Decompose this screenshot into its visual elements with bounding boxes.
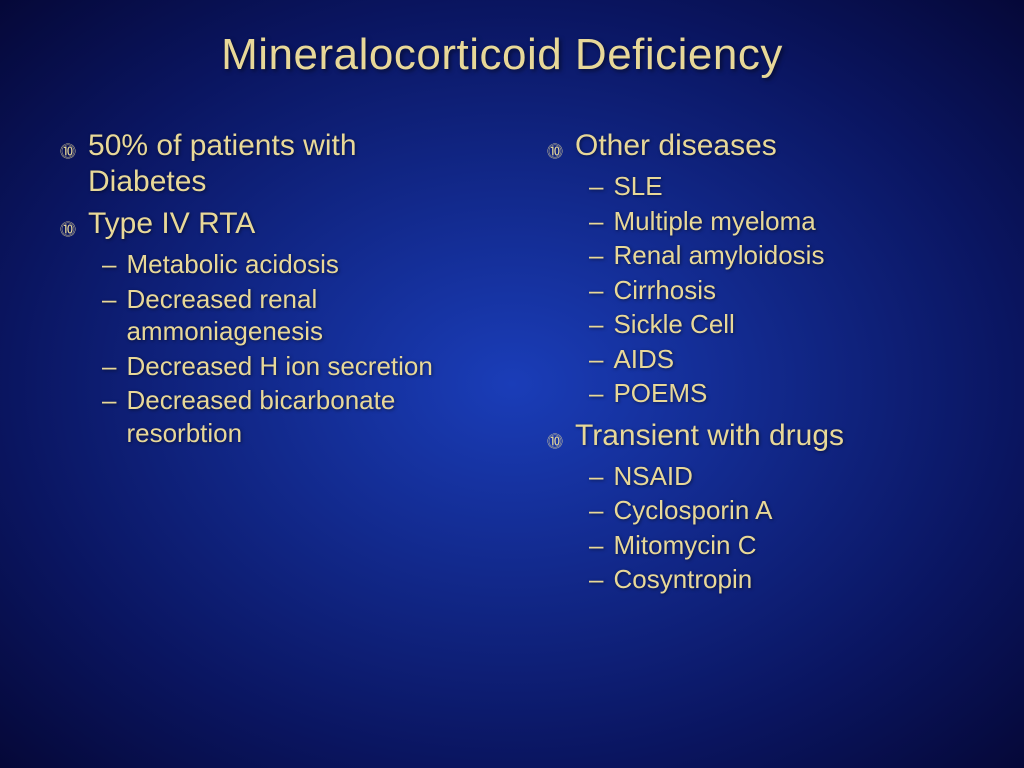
dash-icon: – xyxy=(589,563,603,596)
bullet-icon: ⓾ xyxy=(547,428,563,452)
left-column: ⓾ 50% of patients with Diabetes ⓾ Type IV R… xyxy=(40,128,477,604)
dash-icon: – xyxy=(589,460,603,493)
slide-title: Mineralocorticoid Deficiency xyxy=(40,30,964,80)
dash-icon: – xyxy=(589,205,603,238)
right-column: ⓾Other diseases–SLE–Multiple myeloma–Ren… xyxy=(537,128,964,604)
main-bullet-item: ⓾ 50% of patients with Diabetes xyxy=(60,128,477,200)
sub-item: –NSAID xyxy=(589,460,964,493)
dash-icon: – xyxy=(102,350,116,383)
dash-icon: – xyxy=(589,308,603,341)
sub-item: –SLE xyxy=(589,170,964,203)
sub-item: –POEMS xyxy=(589,377,964,410)
main-item-text: Type IV RTA xyxy=(88,206,255,242)
dash-icon: – xyxy=(589,529,603,562)
bullet-icon: ⓾ xyxy=(60,138,76,162)
dash-icon: – xyxy=(102,248,116,281)
sub-item-text: SLE xyxy=(613,170,662,203)
main-bullet-item: ⓾ Transient with drugs xyxy=(547,418,964,454)
sub-item: –Cyclosporin A xyxy=(589,494,964,527)
sub-list: –SLE–Multiple myeloma–Renal amyloidosis–… xyxy=(589,170,964,410)
sub-item-text: Cyclosporin A xyxy=(613,494,772,527)
bullet-icon: ⓾ xyxy=(547,138,563,162)
sub-item: –AIDS xyxy=(589,343,964,376)
sub-list: –NSAID–Cyclosporin A–Mitomycin C–Cosyntr… xyxy=(589,460,964,596)
dash-icon: – xyxy=(589,170,603,203)
sub-item-text: Cosyntropin xyxy=(613,563,752,596)
dash-icon: – xyxy=(589,343,603,376)
dash-icon: – xyxy=(102,283,116,316)
dash-icon: – xyxy=(589,274,603,307)
slide-container: Mineralocorticoid Deficiency ⓾ 50% of pat… xyxy=(0,0,1024,768)
sub-item-text: Multiple myeloma xyxy=(613,205,815,238)
sub-item-text: NSAID xyxy=(613,460,692,493)
sub-item-text: AIDS xyxy=(613,343,674,376)
columns-container: ⓾ 50% of patients with Diabetes ⓾ Type IV R… xyxy=(40,128,964,604)
sub-item: –Renal amyloidosis xyxy=(589,239,964,272)
main-item-text: Other diseases xyxy=(575,128,777,164)
sub-item: –Multiple myeloma xyxy=(589,205,964,238)
dash-icon: – xyxy=(589,377,603,410)
sub-item-text: Renal amyloidosis xyxy=(613,239,824,272)
sub-item-text: Mitomycin C xyxy=(613,529,756,562)
sub-item: –Decreased H ion secretion xyxy=(102,350,477,383)
sub-item: –Decreased renal ammoniagenesis xyxy=(102,283,477,348)
sub-item-text: Metabolic acidosis xyxy=(126,248,338,281)
sub-item-text: Sickle Cell xyxy=(613,308,734,341)
dash-icon: – xyxy=(102,384,116,417)
sub-item: –Metabolic acidosis xyxy=(102,248,477,281)
sub-item: –Cirrhosis xyxy=(589,274,964,307)
main-item-text: Transient with drugs xyxy=(575,418,844,454)
main-bullet-item: ⓾ Type IV RTA xyxy=(60,206,477,242)
main-item-text: 50% of patients with Diabetes xyxy=(88,128,477,200)
sub-item-text: Decreased bicarbonate resorbtion xyxy=(126,384,477,449)
sub-item: –Mitomycin C xyxy=(589,529,964,562)
sub-item-text: POEMS xyxy=(613,377,707,410)
sub-item: –Cosyntropin xyxy=(589,563,964,596)
bullet-icon: ⓾ xyxy=(60,216,76,240)
sub-list: –Metabolic acidosis–Decreased renal ammo… xyxy=(102,248,477,449)
dash-icon: – xyxy=(589,494,603,527)
dash-icon: – xyxy=(589,239,603,272)
sub-item: –Decreased bicarbonate resorbtion xyxy=(102,384,477,449)
sub-item-text: Cirrhosis xyxy=(613,274,716,307)
main-bullet-item: ⓾ Other diseases xyxy=(547,128,964,164)
sub-item-text: Decreased renal ammoniagenesis xyxy=(126,283,477,348)
sub-item: –Sickle Cell xyxy=(589,308,964,341)
sub-item-text: Decreased H ion secretion xyxy=(126,350,432,383)
